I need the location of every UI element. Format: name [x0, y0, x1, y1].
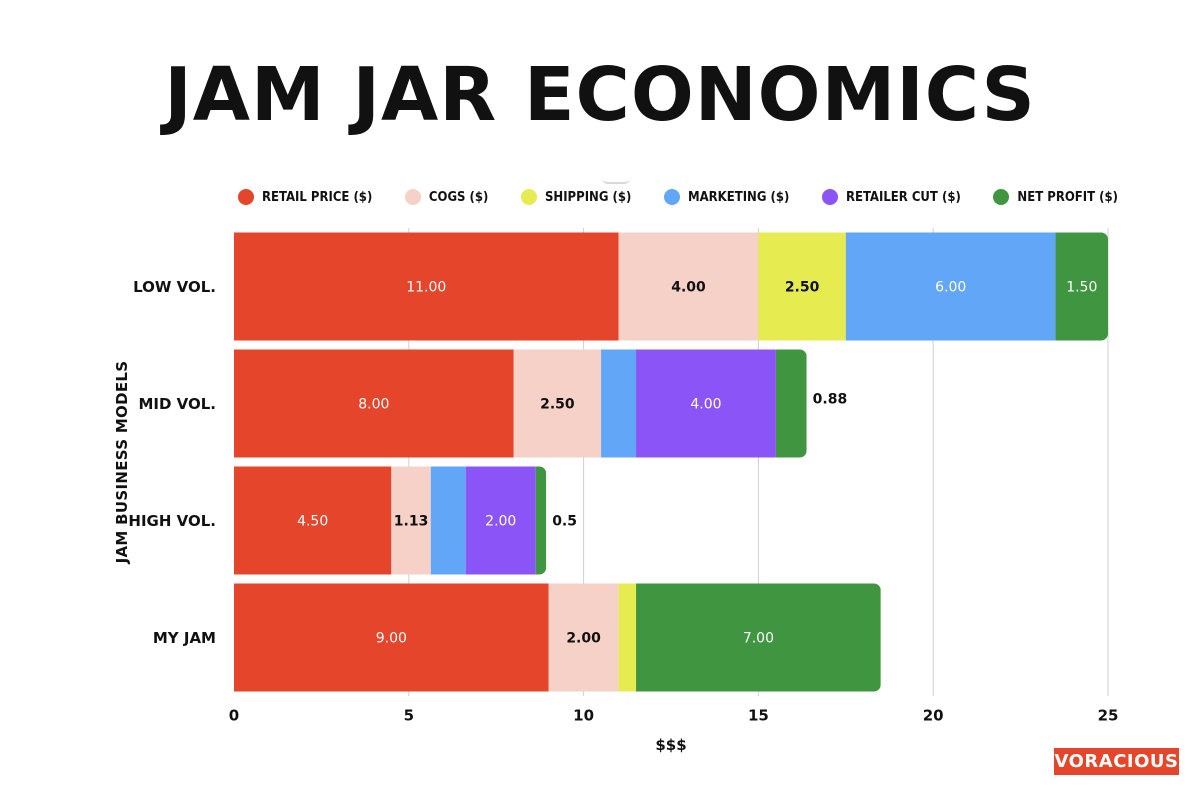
- bar-group-my-jam: [234, 583, 881, 692]
- x-axis-label: $$$: [655, 736, 687, 754]
- bar-low-vol-shipping: [758, 232, 846, 341]
- brand-logo: VORACIOUS: [1054, 748, 1179, 775]
- x-tick-label-0: 0: [229, 707, 239, 725]
- legend-swatch-cogs: [404, 189, 421, 205]
- bar-low-vol-net-profit: [1055, 232, 1108, 341]
- data-label-mid-vol-cogs: 2.50: [540, 397, 575, 413]
- bar-low-vol-marketing: [845, 232, 1056, 341]
- y-axis-label: JAM BUSINESS MODELS: [113, 360, 131, 564]
- legend-swatch-marketing: [663, 189, 680, 205]
- bar-my-jam-net-profit: [636, 583, 881, 692]
- y-tick-label-low-vol: LOW VOL.: [133, 278, 216, 296]
- legend-item-net-profit[interactable]: NET PROFIT ($): [993, 189, 1118, 205]
- bar-high-vol-retailer-cut: [465, 466, 536, 575]
- data-label-my-jam-cogs: 2.00: [566, 631, 601, 647]
- bar-low-vol-retail-price: [234, 232, 619, 341]
- data-label-high-vol-retail-price: 4.50: [297, 514, 328, 530]
- legend-label-net-profit: NET PROFIT ($): [1017, 189, 1118, 205]
- bar-group-low-vol: [234, 232, 1108, 341]
- legend-item-shipping[interactable]: SHIPPING ($): [521, 189, 631, 205]
- bar-low-vol-cogs: [618, 232, 759, 341]
- data-label-high-vol-cogs: 1.13: [394, 514, 429, 530]
- data-label-low-vol-retail-price: 11.00: [406, 280, 446, 296]
- legend-tab-handle: [602, 174, 630, 184]
- data-label-low-vol-cogs: 4.00: [671, 280, 706, 296]
- bar-mid-vol-retail-price: [234, 349, 514, 458]
- x-tick-label-10: 10: [573, 707, 594, 725]
- legend-item-cogs[interactable]: COGS ($): [404, 189, 489, 205]
- x-tick-label-20: 20: [923, 707, 944, 725]
- data-label-low-vol-net-profit: 1.50: [1066, 280, 1097, 296]
- bar-group-high-vol: [234, 466, 547, 575]
- bar-my-jam-shipping: [618, 583, 637, 692]
- data-label-low-vol-shipping: 2.50: [785, 280, 820, 296]
- legend-label-retail-price: RETAIL PRICE ($): [262, 189, 373, 205]
- x-tick-label-25: 25: [1098, 707, 1119, 725]
- data-label-high-vol-net-profit: 0.5: [552, 514, 577, 530]
- bar-high-vol-retail-price: [234, 466, 392, 575]
- legend-label-retailer-cut: RETAILER CUT ($): [845, 189, 961, 205]
- x-tick-label-5: 5: [404, 707, 414, 725]
- legend-item-marketing[interactable]: MARKETING ($): [663, 189, 790, 205]
- bar-mid-vol-net-profit: [775, 349, 807, 458]
- bar-mid-vol-marketing: [601, 349, 637, 458]
- chart-legend: RETAIL PRICE ($) COGS ($) SHIPPING ($) M…: [238, 186, 1118, 208]
- legend-label-cogs: COGS ($): [428, 189, 489, 205]
- legend-swatch-net-profit: [993, 189, 1010, 205]
- legend-item-retail-price[interactable]: RETAIL PRICE ($): [238, 189, 372, 205]
- legend-item-retailer-cut[interactable]: RETAILER CUT ($): [821, 189, 961, 205]
- y-tick-label-my-jam: MY JAM: [153, 629, 216, 647]
- y-tick-label-high-vol: HIGH VOL.: [128, 512, 216, 530]
- legend-swatch-retail-price: [238, 189, 254, 205]
- data-label-high-vol-retailer-cut: 2.00: [485, 514, 516, 530]
- data-label-my-jam-retail-price: 9.00: [376, 631, 407, 647]
- x-tick-label-15: 15: [748, 707, 769, 725]
- data-label-my-jam-net-profit: 7.00: [743, 631, 774, 647]
- bar-high-vol-cogs: [391, 466, 431, 575]
- chart-title: JAM JAR ECONOMICS: [164, 52, 1036, 138]
- bar-high-vol-marketing: [430, 466, 466, 575]
- data-label-mid-vol-retail-price: 8.00: [358, 397, 389, 413]
- data-label-low-vol-marketing: 6.00: [935, 280, 966, 296]
- data-label-mid-vol-retailer-cut: 4.00: [690, 397, 721, 413]
- bar-mid-vol-cogs: [513, 349, 602, 458]
- bar-my-jam-retail-price: [234, 583, 549, 692]
- bar-group-mid-vol: [234, 349, 807, 458]
- legend-label-marketing: MARKETING ($): [687, 189, 790, 205]
- bar-my-jam-cogs: [548, 583, 619, 692]
- data-label-mid-vol-net-profit: 0.88: [813, 392, 848, 408]
- legend-swatch-shipping: [521, 189, 537, 205]
- legend-swatch-retailer-cut: [821, 189, 838, 205]
- y-tick-label-mid-vol: MID VOL.: [138, 395, 216, 413]
- legend-label-shipping: SHIPPING ($): [545, 189, 632, 205]
- bar-mid-vol-retailer-cut: [636, 349, 776, 458]
- bar-high-vol-net-profit: [535, 466, 547, 575]
